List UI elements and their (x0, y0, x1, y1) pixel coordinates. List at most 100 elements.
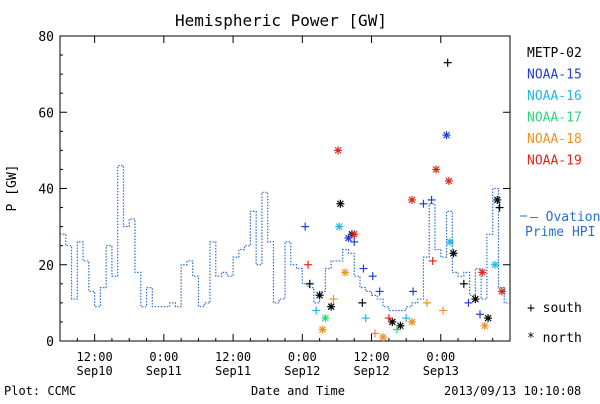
y-tick-label: 60 (38, 106, 54, 121)
y-tick-label: 80 (38, 30, 54, 45)
data-point-metp-02-north (484, 314, 493, 323)
data-point-noaa-19-north (407, 195, 416, 204)
ovation-legend-label-line1: — Ovation (530, 210, 600, 225)
data-point-metp-02-north (449, 249, 458, 258)
data-point-metp-02-north (471, 295, 480, 304)
data-point-noaa-17-north (321, 314, 330, 323)
point-stroke-d2 (345, 234, 352, 242)
y-tick-label: 20 (38, 259, 54, 274)
data-point-noaa-19-south (428, 256, 437, 265)
ovation-legend-label-line2: Prime HPI (525, 225, 595, 240)
point-stroke-d2 (334, 146, 342, 154)
data-point-noaa-16-north (446, 237, 454, 246)
ovation-hpi-line (60, 165, 510, 312)
data-point-noaa-16-south (402, 314, 411, 323)
point-stroke-d2 (443, 131, 450, 139)
data-point-noaa-18-north (379, 333, 388, 342)
legend-entry-metp-02: METP-02 (527, 46, 582, 61)
y-tick-label: 0 (46, 335, 54, 350)
point-stroke-d2 (336, 200, 344, 208)
point-stroke-d2 (491, 261, 499, 269)
point-stroke-d2 (478, 268, 486, 276)
point-stroke-d2 (445, 177, 453, 185)
data-point-metp-02-north (396, 321, 405, 330)
data-point-noaa-15-south (350, 237, 359, 246)
x-tick-date-label: Sep11 (146, 364, 182, 378)
point-stroke-d2 (493, 196, 501, 204)
marker-north-legend: * north (527, 331, 582, 346)
legend-entry-noaa-18: NOAA-18 (527, 132, 582, 147)
point-stroke-d2 (335, 223, 343, 231)
marker-south-legend: + south (527, 301, 582, 316)
x-tick-time-label: 0:00 (149, 350, 178, 364)
data-point-noaa-18-south (371, 329, 379, 338)
data-point-metp-02-south (495, 203, 504, 212)
x-tick-date-label: Sep10 (77, 364, 113, 378)
plot-area: 02040608012:00Sep100:00Sep1112:00Sep110:… (38, 30, 511, 378)
x-tick-date-label: Sep13 (423, 364, 459, 378)
x-tick-time-label: 0:00 (426, 350, 455, 364)
point-stroke-d2 (316, 291, 324, 299)
x-axis-label: Date and Time (251, 384, 345, 398)
point-stroke-d2 (484, 314, 492, 322)
point-stroke-d2 (471, 295, 479, 303)
data-point-metp-02-north (388, 317, 397, 326)
legend: METP-02 NOAA-15 NOAA-16 NOAA-17 NOAA-18 NOAA-… (527, 46, 582, 169)
data-point-noaa-15-south (359, 264, 368, 273)
y-tick-label: 40 (38, 183, 54, 198)
x-tick-time-label: 0:00 (288, 350, 317, 364)
x-tick-date-label: Sep11 (215, 364, 251, 378)
legend-entry-noaa-17: NOAA-17 (527, 111, 582, 126)
data-point-noaa-15-south (368, 272, 377, 281)
data-point-noaa-17-south (392, 325, 401, 334)
data-point-metp-02-south (443, 58, 452, 67)
data-point-noaa-19-north (478, 268, 487, 277)
point-stroke-d2 (408, 318, 416, 326)
data-point-noaa-19-north (334, 146, 343, 155)
point-stroke-d2 (396, 322, 404, 330)
point-stroke-d2 (321, 314, 329, 322)
data-point-noaa-19-north (350, 230, 359, 239)
data-point-noaa-15-south (409, 287, 418, 296)
data-point-noaa-16-south (361, 314, 370, 323)
point-stroke-d2 (481, 322, 489, 330)
data-point-metp-02-south (459, 279, 468, 288)
footer-plot-credit: Plot: CCMC (4, 384, 76, 398)
x-tick-date-label: Sep12 (284, 364, 320, 378)
data-point-noaa-15-south (476, 310, 484, 319)
point-stroke-d2 (450, 249, 457, 257)
data-point-noaa-19-south (384, 314, 393, 323)
data-point-metp-02-north (336, 199, 345, 208)
point-stroke-d2 (319, 326, 326, 333)
data-point-noaa-19-north (497, 287, 506, 296)
data-point-noaa-19-south (304, 260, 313, 269)
data-point-metp-02-north (327, 302, 336, 311)
point-stroke-d2 (350, 230, 358, 238)
point-stroke-d2 (341, 268, 349, 276)
data-point-noaa-15-south (464, 298, 473, 307)
legend-entry-noaa-19: NOAA-19 (527, 154, 582, 169)
data-point-noaa-15-south (375, 287, 384, 296)
legend-entry-noaa-15: NOAA-15 (527, 68, 582, 83)
data-point-noaa-15-north (344, 234, 353, 243)
data-point-noaa-19-north (444, 176, 453, 185)
data-point-noaa-19-north (432, 165, 441, 174)
data-point-noaa-18-south (329, 295, 338, 304)
data-point-metp-02-north (493, 195, 502, 204)
data-point-metp-02-north (315, 291, 324, 300)
legend-entry-noaa-16: NOAA-16 (527, 89, 582, 104)
y-axis-label: P [GW] (5, 165, 20, 212)
data-point-noaa-18-north (341, 268, 349, 277)
data-point-noaa-15-south (301, 222, 310, 231)
data-point-noaa-15-north (442, 131, 451, 140)
footer-timestamp: 2013/09/13 10:10:08 (444, 384, 581, 398)
data-point-noaa-16-north (335, 222, 344, 231)
chart-title: Hemispheric Power [GW] (175, 11, 387, 30)
data-point-noaa-18-south (439, 306, 448, 315)
data-point-noaa-16-north (491, 260, 499, 269)
point-stroke-d2 (388, 318, 396, 326)
data-point-noaa-18-north (480, 321, 489, 330)
point-stroke-d2 (379, 333, 387, 341)
